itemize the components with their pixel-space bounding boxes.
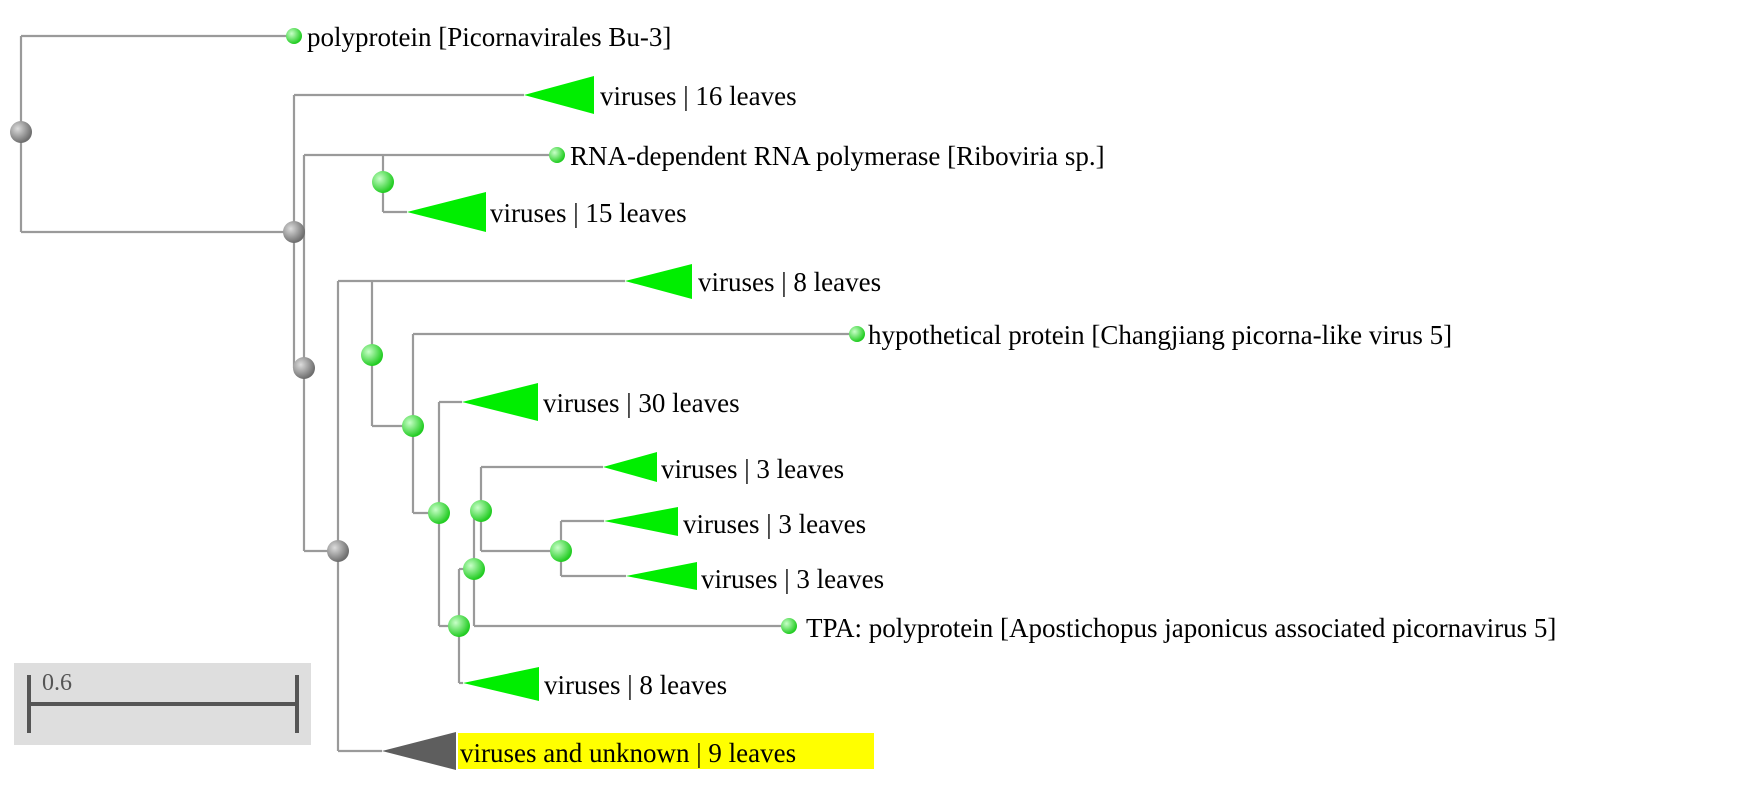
leaf-labels: polyprotein [Picornavirales Bu-3] viruse… bbox=[307, 22, 1556, 768]
leaf-node[interactable] bbox=[286, 28, 302, 44]
clade-label[interactable]: viruses | 3 leaves bbox=[683, 509, 866, 539]
clade-label[interactable]: viruses | 30 leaves bbox=[543, 388, 740, 418]
clade-label[interactable]: viruses | 3 leaves bbox=[701, 564, 884, 594]
internal-node[interactable] bbox=[402, 415, 424, 437]
clade-label[interactable]: viruses | 3 leaves bbox=[661, 454, 844, 484]
clade-label[interactable]: viruses | 8 leaves bbox=[698, 267, 881, 297]
internal-node[interactable] bbox=[550, 540, 572, 562]
clade-triangle[interactable] bbox=[524, 76, 594, 114]
leaf-label[interactable]: TPA: polyprotein [Apostichopus japonicus… bbox=[806, 613, 1556, 643]
internal-node[interactable] bbox=[361, 344, 383, 366]
clade-label-highlighted[interactable]: viruses and unknown | 9 leaves bbox=[460, 738, 796, 768]
clade-label[interactable]: viruses | 15 leaves bbox=[490, 198, 687, 228]
clade-triangle-highlighted[interactable] bbox=[382, 732, 456, 770]
clade-label[interactable]: viruses | 8 leaves bbox=[544, 670, 727, 700]
leaf-label[interactable]: polyprotein [Picornavirales Bu-3] bbox=[307, 22, 671, 52]
internal-node[interactable] bbox=[470, 500, 492, 522]
internal-node[interactable] bbox=[428, 502, 450, 524]
internal-node[interactable] bbox=[283, 221, 305, 243]
internal-node[interactable] bbox=[372, 171, 394, 193]
internal-node[interactable] bbox=[327, 540, 349, 562]
collapsed-clades bbox=[382, 76, 697, 770]
clade-label[interactable]: viruses | 16 leaves bbox=[600, 81, 797, 111]
internal-node[interactable] bbox=[448, 615, 470, 637]
leaf-node[interactable] bbox=[781, 618, 797, 634]
leaf-node[interactable] bbox=[549, 147, 565, 163]
scale-bar-label: 0.6 bbox=[42, 670, 72, 696]
clade-triangle[interactable] bbox=[603, 452, 657, 482]
internal-node[interactable] bbox=[10, 121, 32, 143]
internal-nodes bbox=[10, 121, 572, 637]
clade-triangle[interactable] bbox=[462, 383, 538, 421]
clade-triangle[interactable] bbox=[626, 562, 697, 590]
leaf-nodes bbox=[286, 28, 865, 634]
leaf-label[interactable]: RNA-dependent RNA polymerase [Riboviria … bbox=[570, 141, 1105, 171]
leaf-label[interactable]: hypothetical protein [Changjiang picorna… bbox=[868, 320, 1452, 350]
internal-node[interactable] bbox=[463, 558, 485, 580]
label-highlight bbox=[458, 733, 874, 769]
clade-triangle[interactable] bbox=[463, 667, 539, 701]
internal-node[interactable] bbox=[293, 357, 315, 379]
clade-triangle[interactable] bbox=[407, 192, 486, 232]
leaf-node[interactable] bbox=[849, 326, 865, 342]
clade-triangle[interactable] bbox=[625, 264, 692, 299]
scale-bar: 0.6 bbox=[14, 663, 311, 745]
clade-triangle[interactable] bbox=[604, 507, 678, 536]
